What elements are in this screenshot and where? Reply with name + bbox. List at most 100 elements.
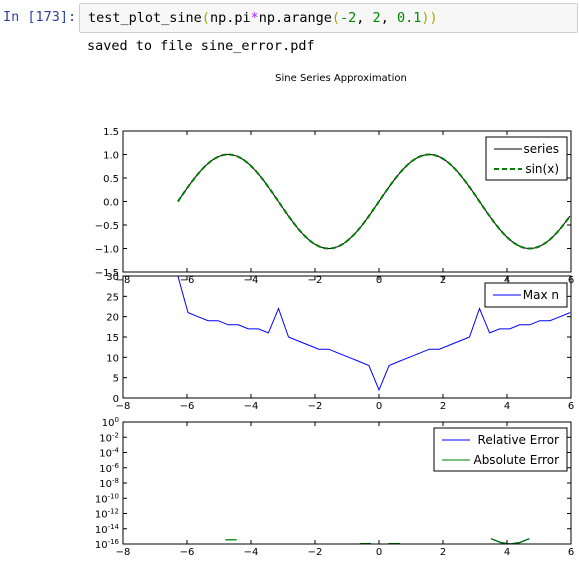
legend-label: sin(x) bbox=[525, 162, 559, 176]
code-token: -2 bbox=[340, 10, 357, 26]
y-tick-exponent: -4 bbox=[112, 447, 120, 455]
legend-label: series bbox=[523, 142, 559, 156]
y-tick-label: 0.5 bbox=[103, 174, 119, 185]
y-tick-label: 0 bbox=[113, 394, 119, 405]
code-token: * bbox=[250, 10, 259, 26]
y-tick-label: 10-12 bbox=[95, 508, 119, 521]
y-tick-base: 10 bbox=[99, 449, 112, 460]
x-tick-label: 2 bbox=[440, 275, 446, 286]
plot-area bbox=[225, 538, 530, 544]
x-tick-label: −4 bbox=[244, 275, 259, 286]
figure-title: Sine Series Approximation bbox=[275, 73, 407, 84]
x-tick-label: −8 bbox=[116, 547, 131, 558]
legend-label: Absolute Error bbox=[473, 453, 559, 467]
y-tick-label: 10-14 bbox=[95, 523, 120, 536]
y-tick-base: 10 bbox=[102, 418, 115, 429]
code-token: 2 bbox=[372, 10, 381, 26]
legend-1: series sin(x) bbox=[485, 136, 568, 181]
x-tick-label: −4 bbox=[244, 401, 259, 412]
y-tick-base: 10 bbox=[99, 464, 112, 475]
cell-output-text: saved to file sine_error.pdf bbox=[87, 38, 315, 54]
max-n-line bbox=[177, 276, 571, 392]
code-token: )) bbox=[421, 10, 438, 26]
code-token: test_plot_sine bbox=[88, 10, 202, 26]
y-tick-base: 10 bbox=[95, 540, 108, 551]
legend-box bbox=[433, 427, 568, 472]
sin-line bbox=[177, 153, 571, 250]
code-line[interactable]: test_plot_sine(np.pi*np.arange(-2, 2, 0.… bbox=[88, 10, 438, 26]
code-input-cell[interactable]: test_plot_sine(np.pi*np.arange(-2, 2, 0.… bbox=[79, 3, 578, 33]
code-token: np.pi bbox=[209, 10, 251, 26]
y-tick-base: 10 bbox=[99, 479, 112, 490]
y-tick-label: −1.0 bbox=[95, 245, 119, 256]
y-tick-exponent: -6 bbox=[112, 462, 120, 470]
cell-prompt: In [173]: bbox=[3, 9, 77, 25]
x-tick-label: 4 bbox=[504, 547, 510, 558]
y-tick-exponent: 0 bbox=[115, 416, 119, 424]
y-tick-base: 10 bbox=[99, 433, 112, 444]
y-tick-exponent: -2 bbox=[112, 431, 119, 439]
x-tick-label: 0 bbox=[376, 275, 382, 286]
y-tick-label: 10-6 bbox=[99, 462, 119, 475]
y-tick-label: 10-4 bbox=[99, 447, 119, 460]
x-tick-label: 4 bbox=[504, 275, 510, 286]
code-token: ( bbox=[331, 10, 341, 26]
code-token: , bbox=[356, 10, 373, 26]
y-tick-label: 20 bbox=[106, 313, 119, 324]
x-tick-label: −2 bbox=[308, 547, 323, 558]
y-tick-exponent: -14 bbox=[108, 523, 120, 531]
y-tick-exponent: -16 bbox=[108, 538, 120, 546]
y-tick-label: 10 bbox=[106, 353, 119, 364]
x-tick-label: 2 bbox=[440, 401, 446, 412]
y-tick-exponent: -8 bbox=[112, 477, 119, 485]
y-tick-label: 15 bbox=[106, 333, 119, 344]
y-tick-label: 1.0 bbox=[103, 151, 119, 162]
chart-panel-1: −8 −6 −4 −2 0 2 4 6−1.5−1.0−0.50.00.51.01.5 bbox=[95, 127, 574, 286]
y-tick-label: −0.5 bbox=[95, 221, 119, 232]
x-tick-label: −2 bbox=[308, 401, 323, 412]
y-tick-label: 0.0 bbox=[103, 198, 119, 209]
legend-label: Max n bbox=[523, 288, 559, 302]
y-tick-label: 10-8 bbox=[99, 477, 119, 490]
y-tick-label: 1.5 bbox=[103, 127, 119, 138]
y-tick-base: 10 bbox=[95, 525, 108, 536]
x-tick-label: 0 bbox=[376, 547, 382, 558]
y-tick-base: 10 bbox=[95, 494, 108, 505]
y-tick-base: 10 bbox=[95, 510, 108, 521]
x-tick-label: −6 bbox=[180, 547, 195, 558]
x-tick-label: −4 bbox=[244, 547, 259, 558]
absolute-error-line bbox=[490, 538, 530, 544]
x-tick-label: 6 bbox=[568, 401, 574, 412]
plot-area bbox=[177, 276, 571, 392]
x-tick-label: 0 bbox=[376, 401, 382, 412]
y-tick-label: 10-10 bbox=[95, 492, 119, 505]
y-tick-label: −1.5 bbox=[95, 268, 119, 279]
x-tick-label: 2 bbox=[440, 547, 446, 558]
legend-3: Relative Error Absolute Error bbox=[433, 427, 568, 472]
x-tick-label: 6 bbox=[568, 547, 574, 558]
plot-area bbox=[177, 153, 571, 250]
chart-panel-3: −8 −6 −4 −2 0 2 4 610010-210-410-610-810-1010-1… bbox=[95, 416, 574, 558]
x-tick-label: −6 bbox=[180, 275, 195, 286]
legend-box bbox=[485, 136, 568, 181]
x-tick-label: −6 bbox=[180, 401, 195, 412]
x-tick-label: 4 bbox=[504, 401, 510, 412]
y-tick-label: 25 bbox=[106, 292, 119, 303]
code-token: ( bbox=[201, 10, 210, 26]
y-tick-label: 30 bbox=[106, 272, 119, 283]
legend-2: Max n bbox=[484, 282, 568, 308]
code-token: np.arange bbox=[258, 10, 332, 26]
x-tick-label: −2 bbox=[308, 275, 323, 286]
y-tick-label: 100 bbox=[102, 416, 119, 429]
y-tick-label: 10-2 bbox=[99, 431, 119, 444]
y-tick-exponent: -12 bbox=[108, 508, 119, 516]
x-tick-label: −8 bbox=[116, 401, 131, 412]
y-tick-label: 10-16 bbox=[95, 538, 120, 551]
code-token: 0.1 bbox=[396, 10, 422, 26]
code-token: , bbox=[380, 10, 397, 26]
legend-label: Relative Error bbox=[478, 433, 560, 447]
y-tick-label: 5 bbox=[113, 374, 119, 385]
y-tick-exponent: -10 bbox=[108, 492, 119, 500]
